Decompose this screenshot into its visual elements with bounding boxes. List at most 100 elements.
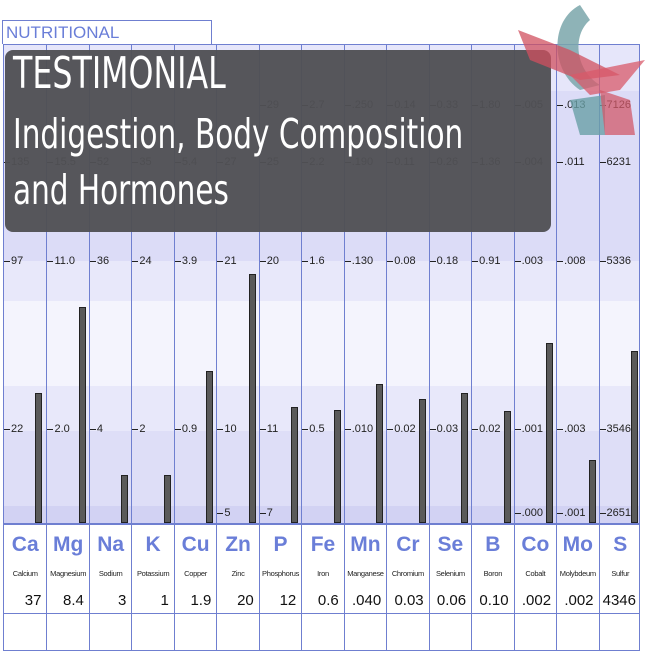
element-value: .002 (521, 592, 552, 609)
tick-label: 4 (90, 423, 103, 435)
element-symbol: Cu (181, 533, 210, 556)
tick-label: .008 (557, 255, 585, 267)
tick-label: .003 (515, 255, 543, 267)
tick-label: 24 (132, 255, 151, 267)
element-column: Mg Magnesium 8.4 (46, 525, 88, 650)
element-table: Ca Calcium 37 Mg Magnesium 8.4 Na Sodium 3 K Potas… (3, 524, 640, 651)
element-symbol: Co (521, 533, 550, 556)
element-value: 4346 (602, 592, 636, 609)
element-symbol: S (613, 533, 628, 556)
element-value: 1.9 (190, 592, 212, 609)
tick-label: 0.02 (387, 423, 415, 435)
bar-cr (418, 399, 426, 523)
element-symbol: K (145, 533, 161, 556)
tick-label: 3546 (600, 423, 631, 435)
element-symbol: Zn (225, 533, 251, 556)
element-value: 12 (279, 592, 297, 609)
tick-label: 10 (217, 423, 236, 435)
element-column: Zn Zinc 20 (216, 525, 258, 650)
element-symbol: Cr (396, 533, 420, 556)
tick-label: 0.02 (472, 423, 500, 435)
element-value: 0.03 (394, 592, 424, 609)
bar-mg (78, 307, 86, 523)
reference-band (4, 301, 639, 386)
reference-band (4, 506, 639, 523)
bar-s (630, 351, 638, 523)
element-value: 20 (237, 592, 254, 609)
element-symbol: Mg (53, 533, 84, 556)
element-symbol: Na (97, 533, 125, 556)
banner-subtitle-line2: and Hormones (13, 166, 229, 214)
element-value: 37 (24, 592, 42, 609)
element-value: 0.10 (479, 592, 509, 609)
tick-label: 2.0 (47, 423, 69, 435)
bar-zn (248, 273, 256, 523)
bar-co (546, 343, 554, 523)
element-value: .002 (564, 592, 594, 609)
tick-label: 1.6 (302, 255, 324, 267)
element-column: S Sulfur 4346 (598, 525, 641, 650)
element-column: Ca Calcium 37 (4, 525, 46, 650)
tick-label: 0.03 (430, 423, 458, 435)
element-value: 8.4 (63, 592, 84, 609)
tick-label: 0.18 (430, 255, 458, 267)
tick-label: 5 (217, 507, 230, 519)
element-column: Cu Copper 1.9 (173, 525, 216, 650)
tick-label: 3.9 (175, 255, 197, 267)
element-column: K Potassium 1 (131, 525, 173, 650)
element-name: Molybdeum (559, 569, 596, 578)
tick-label: 11.0 (47, 255, 75, 267)
tick-label: 97 (4, 255, 23, 267)
tick-label: 0.91 (472, 255, 500, 267)
tick-label: .130 (345, 255, 373, 267)
element-value: .040 (351, 592, 382, 609)
tick-label: 21 (217, 255, 236, 267)
bar-na (121, 475, 129, 523)
element-symbol: Ca (11, 533, 39, 556)
element-name: Sodium (98, 569, 123, 578)
banner-title: TESTIMONIAL (13, 48, 226, 99)
element-column: P Phosphorus 12 (258, 525, 301, 650)
element-name: Magnesium (50, 569, 87, 578)
element-value: 0.6 (317, 592, 339, 609)
element-symbol: Mn (350, 533, 381, 556)
element-name: Zinc (231, 569, 245, 578)
element-name: Copper (184, 569, 207, 578)
tick-label: .011 (557, 156, 585, 168)
element-name: Potassium (136, 569, 170, 578)
bar-se (461, 392, 469, 523)
tick-label: 5336 (600, 255, 631, 267)
element-column: Cr Chromium 0.03 (386, 525, 428, 650)
reference-band (4, 261, 639, 301)
element-symbol: B (485, 533, 501, 556)
tick-label: 6231 (600, 156, 631, 168)
tick-label: 0.9 (175, 423, 197, 435)
tick-label: 2 (132, 423, 145, 435)
bar-ca (35, 392, 43, 523)
element-column: Mn Manganese .040 (343, 525, 386, 650)
element-symbol: Fe (310, 533, 336, 556)
tick-label: 2651 (600, 507, 631, 519)
logo-icon (518, 5, 645, 135)
element-column: Na Sodium 3 (88, 525, 131, 650)
tick-label: 22 (4, 423, 23, 435)
chart-title: NUTRITIONAL ELEMENTS (2, 20, 212, 66)
element-name: Sulfur (611, 569, 630, 578)
element-name: Calcium (12, 569, 38, 578)
banner-subtitle-line1: Indigestion, Body Composition (13, 110, 464, 158)
element-name: Iron (317, 569, 329, 578)
tick-label: .000 (515, 507, 543, 519)
table-divider (4, 650, 639, 651)
element-name: Cobalt (525, 569, 546, 578)
bar-fe (333, 410, 341, 523)
reference-band (4, 431, 639, 506)
bar-mo (588, 460, 596, 523)
element-value: 1 (160, 592, 169, 609)
element-column: Co Cobalt .002 (513, 525, 556, 650)
tick-label: 11 (260, 423, 278, 435)
tick-label: 0.5 (302, 423, 324, 435)
tick-label: .003 (557, 423, 585, 435)
bar-mn (376, 383, 384, 523)
table-divider (4, 613, 639, 614)
bar-p (291, 406, 299, 523)
